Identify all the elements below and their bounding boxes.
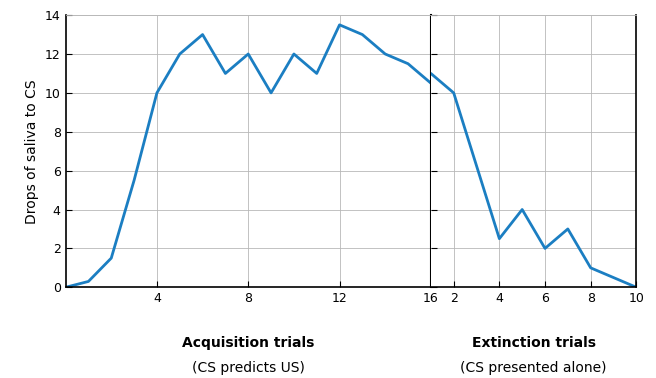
Text: Acquisition trials: Acquisition trials [182,336,314,350]
Y-axis label: Drops of saliva to CS: Drops of saliva to CS [26,79,39,223]
Text: Extinction trials: Extinction trials [472,336,596,350]
Text: (CS presented alone): (CS presented alone) [461,361,607,375]
Text: (CS predicts US): (CS predicts US) [192,361,304,375]
